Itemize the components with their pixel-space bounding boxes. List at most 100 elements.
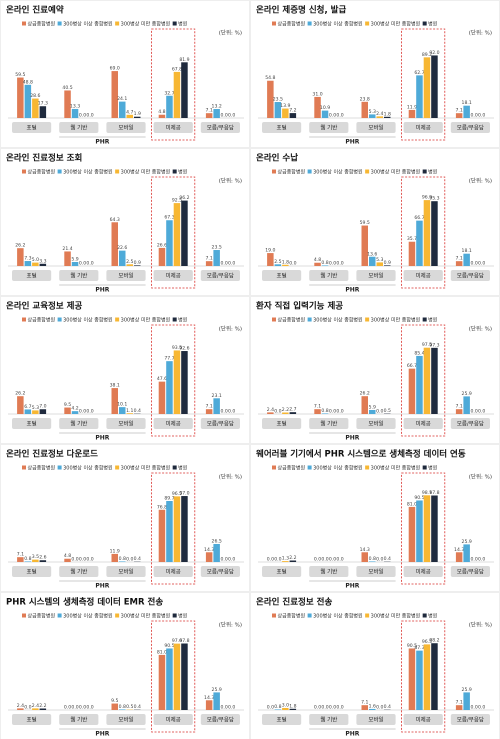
chart-title: 온라인 교육정보 제공: [6, 301, 82, 312]
x-tick-label: 미제공: [166, 123, 181, 131]
bar: [282, 707, 289, 710]
bar: [267, 80, 274, 118]
highlight-box: [151, 620, 196, 733]
legend-label: 병원: [178, 317, 188, 324]
value-label: 24.1: [117, 96, 127, 102]
legend-label: 300병상 이상 종합병원: [63, 317, 113, 324]
value-label: 1.6: [369, 703, 376, 709]
value-label: 92.6: [179, 346, 189, 352]
x-tick-label: 포털: [27, 567, 37, 575]
value-label: 0.4: [134, 704, 141, 710]
bar: [134, 265, 141, 266]
value-label: 31.0: [312, 91, 322, 97]
value-label: 0.0: [314, 557, 321, 563]
bar: [274, 264, 282, 266]
highlight-box: [151, 472, 196, 585]
bar: [166, 220, 173, 266]
legend-label: 300병상 미만 종합병원: [371, 169, 421, 176]
bar: [111, 553, 118, 562]
category-box: [309, 714, 349, 725]
group-label: PHR: [345, 583, 359, 590]
value-label: 0.4: [384, 556, 391, 562]
x-tick-label: 웹 기반: [70, 271, 87, 279]
legend-swatch: [115, 317, 120, 322]
value-label: 0.0: [470, 261, 477, 267]
bar: [119, 407, 126, 414]
value-label: 17.3: [38, 101, 48, 107]
value-label: 14.3: [454, 547, 464, 553]
value-label: 2.2: [39, 703, 46, 709]
x-tick-label: 웹 기반: [70, 567, 87, 575]
bar: [282, 412, 289, 414]
value-label: 0.0: [228, 113, 235, 119]
value-label: 89.7: [164, 496, 174, 502]
legend-label: 300병상 미만 종합병원: [371, 465, 421, 472]
bar: [274, 709, 282, 710]
x-tick-label: 모바일: [118, 715, 133, 723]
bar: [431, 495, 438, 562]
bar: [166, 361, 173, 414]
legend-label: 상급종합병원: [278, 613, 306, 620]
bar: [71, 261, 79, 266]
group-label: PHR: [95, 139, 109, 146]
value-label: 87.3: [414, 645, 424, 651]
legend-label: 300병상 미만 종합병원: [371, 317, 421, 324]
value-label: 0.0: [321, 557, 328, 563]
value-label: 0.0: [228, 705, 235, 711]
x-tick-label: 모바일: [368, 567, 383, 575]
bar: [126, 264, 133, 266]
value-label: 98.1: [422, 490, 432, 496]
x-tick-label: 미제공: [416, 123, 431, 131]
value-label: 0.8: [274, 704, 281, 710]
bar: [158, 247, 166, 266]
value-label: 97.0: [179, 491, 189, 497]
value-label: 96.5: [172, 491, 182, 497]
bar: [282, 561, 289, 562]
bar: [416, 220, 423, 266]
bar: [32, 410, 39, 414]
legend-swatch: [22, 613, 26, 618]
value-label: 0.0: [336, 409, 343, 415]
value-label: 66.7: [414, 215, 424, 221]
bar: [455, 409, 463, 414]
value-label: 2.5: [274, 259, 281, 265]
value-label: 14.3: [204, 547, 214, 553]
bar: [24, 409, 32, 414]
legend-label: 300병상 미만 종합병원: [121, 317, 171, 324]
bar: [282, 264, 289, 266]
bar: [369, 256, 376, 266]
bar: [321, 110, 329, 118]
category-box: [12, 566, 52, 577]
value-label: 0.4: [134, 408, 141, 414]
value-label: 7.1: [361, 700, 368, 706]
value-label: 1.1: [126, 408, 133, 414]
bar: [39, 560, 47, 562]
value-label: 22.6: [117, 245, 127, 251]
value-label: 0.0: [86, 261, 93, 267]
bar: [158, 509, 166, 562]
bar: [455, 261, 463, 266]
legend-swatch: [365, 21, 370, 26]
value-label: 2.4: [376, 111, 383, 117]
x-tick-label: 모바일: [118, 419, 133, 427]
legend-label: 병원: [428, 613, 438, 620]
bar: [32, 708, 39, 710]
category-box: [450, 122, 490, 133]
legend-label: 300병상 이상 종합병원: [63, 465, 113, 472]
value-label: 81.9: [179, 57, 189, 63]
value-label: 25.9: [462, 687, 472, 693]
value-label: 5.9: [71, 256, 78, 262]
panel-border: [0, 444, 250, 592]
category-box: [403, 714, 443, 725]
bar: [181, 62, 188, 118]
unit-label: (단위: %): [219, 621, 242, 629]
bar: [369, 708, 376, 710]
value-label: 97.8: [429, 490, 439, 496]
value-label: 0.0: [478, 705, 485, 711]
legend-label: 300병상 이상 종합병원: [63, 613, 113, 620]
x-tick-label: 웹 기반: [320, 715, 337, 723]
category-box: [12, 270, 52, 281]
highlight-box: [151, 176, 196, 289]
value-label: 0.0: [86, 557, 93, 563]
